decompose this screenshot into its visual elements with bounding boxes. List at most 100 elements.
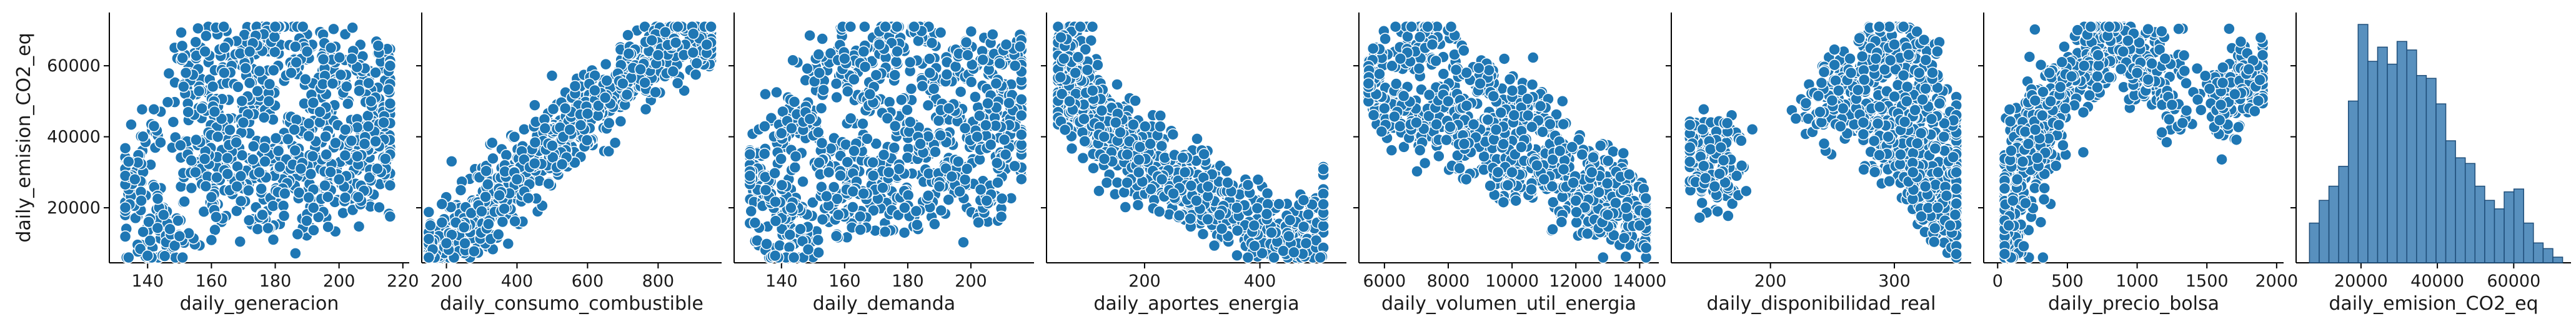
scatter-point [1366,42,1380,55]
scatter-point [1220,165,1233,178]
scatter-point [1525,183,1538,196]
scatter-point [813,66,826,79]
scatter-point [137,130,149,143]
scatter-point [1173,209,1186,222]
scatter-point [529,136,542,149]
scatter-point [206,80,219,93]
scatter-point [958,173,972,186]
scatter-point [958,122,972,135]
scatter-point [1241,251,1255,264]
scatter-point [748,216,762,229]
scatter-point [242,184,255,197]
scatter-point [1015,109,1028,122]
scatter-point [282,133,294,146]
scatter-point [1077,151,1090,165]
scatter-point [1458,138,1471,150]
scatter-point [1078,135,1091,148]
x-tick-label: 180 [892,272,924,291]
scatter-point [580,134,594,146]
scatter-point [1623,168,1636,181]
scatter-point [1508,109,1521,121]
scatter-point [759,88,772,101]
scatter-point [251,223,264,235]
scatter-point [861,132,873,145]
scatter-point [928,218,941,230]
scatter-point [803,29,816,42]
scatter-point [1273,198,1285,210]
scatter-point [1131,198,1145,211]
scatter-point [867,156,879,169]
scatter-point [243,76,256,89]
scatter-point [1213,208,1226,222]
scatter-point [816,213,829,226]
scatter-point [769,215,782,227]
scatter-point [1619,250,1633,263]
scatter-point [999,148,1012,161]
scatter-point [672,20,684,33]
scatter-point [1155,140,1168,153]
x-tick-label: 14000 [1613,272,1666,291]
scatter-point [581,107,594,120]
scatter-point [687,28,700,40]
scatter-point [788,161,802,174]
scatter-point [475,205,488,218]
scatter-point [332,173,346,186]
scatter-point [259,155,271,168]
scatter-point [346,21,359,34]
scatter-point [322,220,334,233]
scatter-point [136,103,149,116]
scatter-point [1460,173,1473,186]
scatter-point [290,56,302,69]
scatter-point [980,119,992,131]
scatter-point [1087,84,1099,97]
scatter-point [468,245,480,258]
scatter-point [911,218,923,232]
scatter-point [346,53,358,65]
scatter-point [1487,89,1500,103]
scatter-point [923,66,937,79]
scatter-point [1601,177,1614,190]
scatter-point [251,84,264,98]
scatter-point [1489,123,1503,136]
scatter-point [1430,54,1442,68]
scatter-point [234,195,247,208]
scatter-point [908,20,920,33]
scatter-point [634,63,647,76]
scatter-point [1098,153,1111,165]
scatter-point [1531,159,1543,172]
scatter-point [882,166,895,179]
scatter-point [848,73,860,86]
scatter-point [1133,141,1146,153]
scatter-point [870,69,883,81]
scatter-point [794,223,807,235]
scatter-point [816,33,828,45]
scatter-point [1069,66,1082,79]
scatter-point [1481,113,1494,126]
scatter-point [1121,176,1133,189]
scatter-point [700,38,713,51]
scatter-point [205,191,218,203]
scatter-point [952,155,965,168]
scatter-point [339,191,352,204]
scatter-point [302,191,315,204]
scatter-point [940,68,953,81]
scatter-point [179,66,192,79]
x-tick-label: 200 [955,272,987,291]
scatter-point [883,96,896,108]
scatter-point [1261,187,1274,200]
scatter-point [119,230,132,243]
scatter-point [953,185,966,198]
x-tick-label: 200 [430,272,463,291]
scatter-point [813,156,825,169]
scatter-point [199,45,211,58]
scatter-point [274,160,286,173]
scatter-point [671,77,684,89]
scatter-point [301,215,313,227]
scatter-point [893,163,905,175]
scatter-point [144,234,156,247]
scatter-point [334,68,347,81]
scatter-point [1503,73,1516,86]
scatter-point [1302,208,1315,221]
scatter-point [898,227,911,239]
